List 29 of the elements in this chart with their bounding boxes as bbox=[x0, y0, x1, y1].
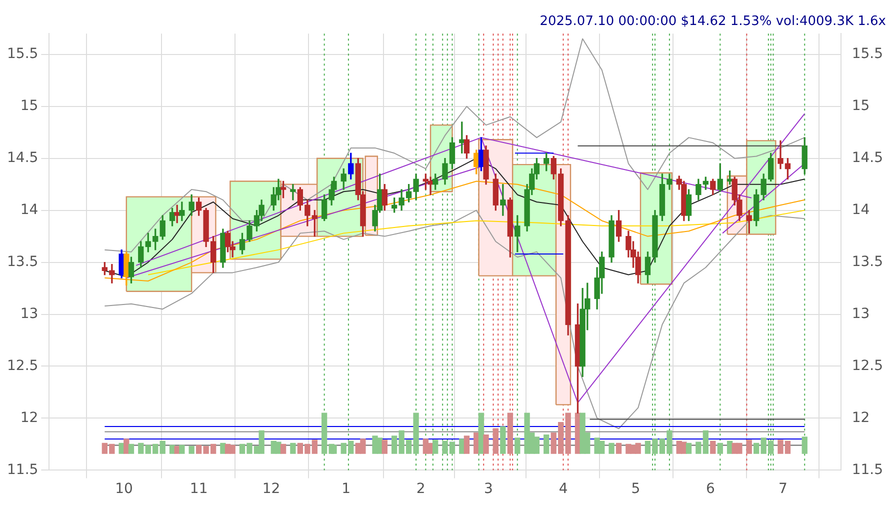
y-tick-label: 15 bbox=[20, 98, 38, 114]
x-tick-label: 3 bbox=[484, 481, 493, 498]
y2-tick-label: 12.5 bbox=[852, 358, 883, 374]
x-tick-label: 7 bbox=[778, 481, 788, 498]
y2-tick-label: 15 bbox=[852, 98, 870, 114]
x-tick-label: 12 bbox=[262, 481, 280, 498]
y2-tick-label: 11.5 bbox=[852, 462, 883, 478]
y-tick-label: 13.5 bbox=[7, 254, 38, 270]
chart-title: 2025.07.10 00:00:00 $14.62 1.53% vol:4009.3K 1.6x bbox=[540, 14, 886, 30]
y2-tick-label: 14.5 bbox=[852, 150, 883, 166]
y2-tick-label: 14 bbox=[852, 202, 870, 218]
y-tick-label: 15.5 bbox=[7, 46, 38, 62]
x-tick-label: 10 bbox=[115, 481, 133, 498]
y-tick-label: 13 bbox=[20, 306, 38, 322]
x-tick-label: 11 bbox=[190, 481, 208, 498]
x-tick-label: 4 bbox=[558, 481, 568, 498]
y-tick-label: 14.5 bbox=[7, 150, 38, 166]
y-tick-label: 12.5 bbox=[7, 358, 38, 374]
y2-tick-label: 13 bbox=[852, 306, 870, 322]
x-tick-label: 6 bbox=[706, 481, 716, 498]
y-tick-label: 14 bbox=[20, 202, 38, 218]
x-tick-label: 1 bbox=[342, 481, 351, 498]
y-tick-label: 11.5 bbox=[7, 462, 38, 478]
y-tick-label: 12 bbox=[20, 410, 38, 426]
y2-tick-label: 15.5 bbox=[852, 46, 883, 62]
x-tick-label: 2 bbox=[416, 481, 426, 498]
y2-tick-label: 12 bbox=[852, 410, 870, 426]
y2-tick-label: 13.5 bbox=[852, 254, 883, 270]
x-tick-label: 5 bbox=[631, 481, 640, 498]
